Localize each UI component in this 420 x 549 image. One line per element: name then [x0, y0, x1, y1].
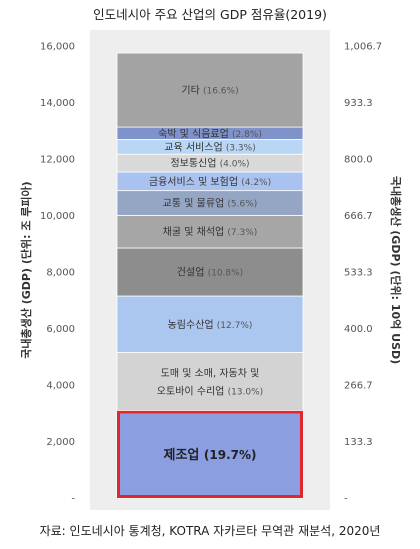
y-tick-right: 400.0: [344, 324, 373, 335]
y-tick-left: 4,000: [46, 381, 75, 392]
y-tick-right: 266.7: [344, 381, 373, 392]
segment-label: 교육 서비스업 (3.3%): [164, 140, 255, 153]
y-tick-left: 14,000: [40, 98, 75, 109]
bar-segment: [116, 190, 304, 216]
segment-label: 정보통신업 (4.0%): [170, 157, 249, 170]
segment-label: 기타 (16.6%): [181, 85, 238, 97]
y-tick-right: 533.3: [344, 268, 373, 279]
y-tick-right: 133.3: [344, 437, 373, 448]
segment-label: 오토바이 수리업 (13.0%): [157, 384, 263, 397]
chart-title: 인도네시아 주요 산업의 GDP 점유율(2019): [93, 7, 327, 22]
y-tick-right: 800.0: [344, 155, 373, 166]
source-note: 자료: 인도네시아 통계청, KOTRA 자카르타 무역관 재분석, 2020년: [39, 524, 381, 538]
bar-segment: [116, 352, 304, 411]
y-tick-left: 6,000: [46, 324, 75, 335]
segment-label: 제조업 (19.7%): [163, 448, 256, 463]
y-tick-left: -: [71, 494, 75, 505]
segment-label: 숙박 및 식음료업 (2.8%): [158, 127, 262, 140]
highlight-border: [117, 410, 303, 498]
bar-segment: [116, 410, 304, 499]
segment-label: 도매 및 소매, 자동차 및: [161, 367, 260, 379]
y-tick-right: 666.7: [344, 211, 373, 222]
y-axis-label-left: 국내총생산 (GDP) (단위: 조 루피아): [19, 181, 33, 358]
bar-segment: [116, 295, 304, 353]
y-tick-right: -: [344, 494, 348, 505]
segment-label: 금융서비스 및 보험업 (4.2%): [149, 175, 271, 188]
y-tick-left: 8,000: [46, 268, 75, 279]
bar-segment: [116, 247, 304, 297]
y-axis-label-right: 국내총생산 (GDP) (단위: 10억 USD): [389, 176, 403, 364]
segment-label: 농림수산업 (12.7%): [168, 318, 253, 331]
y-tick-left: 10,000: [40, 211, 75, 222]
y-tick-right: 933.3: [344, 98, 373, 109]
bar-segment: [116, 52, 304, 128]
y-tick-left: 2,000: [46, 437, 75, 448]
segment-label: 교통 및 물류업 (5.6%): [163, 197, 258, 210]
y-tick-left: 16,000: [40, 42, 75, 53]
y-tick-right: 1,006.7: [344, 42, 382, 53]
segment-label: 채굴 및 채석업 (7.3%): [163, 225, 258, 238]
y-tick-left: 12,000: [40, 155, 75, 166]
segment-label: 건설업 (10.8%): [177, 266, 243, 279]
